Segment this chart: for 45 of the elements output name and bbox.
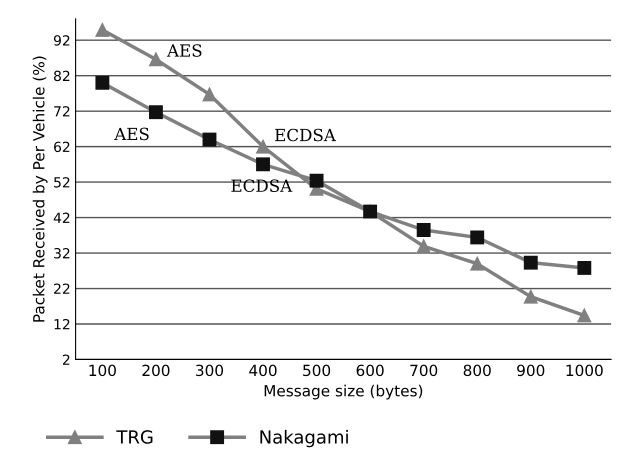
x-tick-label: 100 <box>89 364 116 376</box>
point <box>148 105 163 120</box>
x-tick-label: 1000 <box>566 364 603 376</box>
x-tick-label: 200 <box>142 364 170 376</box>
y-tick-label: 92 <box>54 35 70 46</box>
y-tick-label: 62 <box>54 142 70 152</box>
point <box>524 256 538 270</box>
x-tick-label: 400 <box>249 364 277 376</box>
point <box>95 22 110 37</box>
y-tick-label: 2 <box>62 354 70 365</box>
point <box>524 290 538 304</box>
x-tick-label: 300 <box>196 364 224 376</box>
point <box>470 256 484 271</box>
point <box>470 230 484 244</box>
x-tick-label: 600 <box>356 364 384 376</box>
point <box>416 239 431 254</box>
point <box>577 308 592 322</box>
y-tick-label: 22 <box>54 284 70 294</box>
legend-label: TRG <box>116 430 152 444</box>
y-tick-label: 82 <box>54 70 70 82</box>
x-tick-label: 800 <box>464 364 491 376</box>
annotation: ECDSA <box>275 128 336 142</box>
legend-label: Nakagami <box>260 430 348 448</box>
point <box>95 76 110 90</box>
y-tick-label: 42 <box>54 212 70 223</box>
y-tick-label: 12 <box>54 318 70 330</box>
x-tick-label: 900 <box>517 364 544 376</box>
point <box>416 223 431 237</box>
point <box>310 174 324 188</box>
annotation: ECDSA <box>231 179 292 192</box>
annotation: AES <box>166 44 202 57</box>
point <box>148 52 163 66</box>
y-axis-title: Packet Received by Per Vehicle (%) <box>32 56 48 322</box>
x-tick-label: 500 <box>303 364 330 376</box>
point <box>577 261 592 275</box>
point <box>202 132 216 146</box>
point <box>256 157 270 172</box>
x-tick-label: 700 <box>410 364 438 376</box>
x-axis-title: Message size (bytes) <box>264 384 422 400</box>
y-tick-label: 32 <box>54 248 70 259</box>
y-tick-label: 52 <box>54 177 70 188</box>
point <box>256 140 270 154</box>
point <box>202 88 216 102</box>
annotation: AES <box>114 128 149 140</box>
y-tick-label: 72 <box>54 106 70 116</box>
